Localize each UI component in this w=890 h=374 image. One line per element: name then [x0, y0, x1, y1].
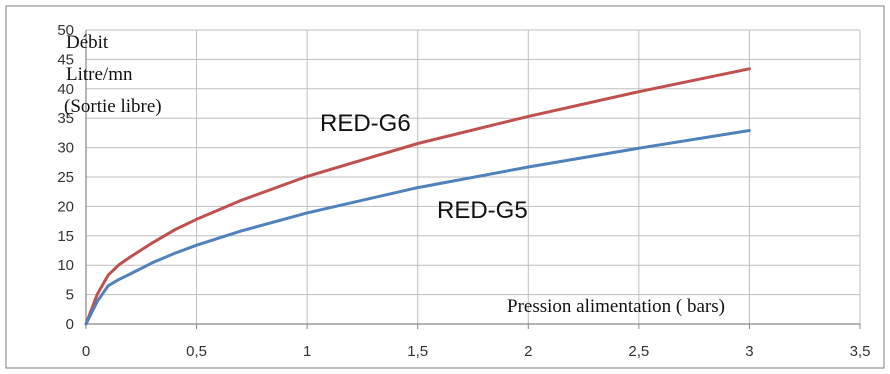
y-tick-label: 30 [57, 140, 74, 157]
y-axis-label-line-2: Litre/mn [66, 64, 133, 85]
y-tick-label: 45 [57, 51, 74, 68]
x-tick-label: 1 [303, 343, 311, 360]
y-tick-label: 50 [57, 22, 74, 39]
y-tick-label: 35 [57, 110, 74, 127]
chart-border [5, 5, 885, 369]
series-label-red-g6: RED-G6 [320, 110, 411, 137]
y-axis-label-line-1: Débit [66, 32, 109, 53]
series-line-red-g6 [84, 67, 751, 326]
y-tick-label: 25 [57, 169, 74, 186]
tick-labels: 0 5 10 15 20 25 30 35 40 45 50 0 0,5 1 1,5 2 2,5 3 3,5 [57, 22, 870, 360]
x-tick-label: 3 [745, 343, 753, 360]
y-tick-label: 40 [57, 81, 74, 98]
x-tick-label: 2 [524, 343, 532, 360]
y-tick-label: 5 [66, 287, 74, 304]
series-lines [84, 67, 751, 326]
y-tick-label: 10 [57, 257, 74, 274]
axes [85, 30, 861, 329]
x-tick-label: 0 [82, 343, 90, 360]
y-axis-label-line-3: (Sortie libre) [64, 96, 162, 117]
series-line-red-g5 [84, 129, 751, 326]
y-tick-label: 0 [66, 316, 74, 333]
x-axis-label: Pression alimentation ( bars) [507, 296, 725, 317]
x-tick-label: 3,5 [850, 343, 871, 360]
y-tick-label: 15 [57, 228, 74, 245]
y-tick-label: 20 [57, 198, 74, 215]
x-tick-label: 1,5 [407, 343, 428, 360]
x-tick-label: 0,5 [186, 343, 207, 360]
x-tick-label: 2,5 [628, 343, 649, 360]
series-label-red-g5: RED-G5 [437, 197, 528, 224]
